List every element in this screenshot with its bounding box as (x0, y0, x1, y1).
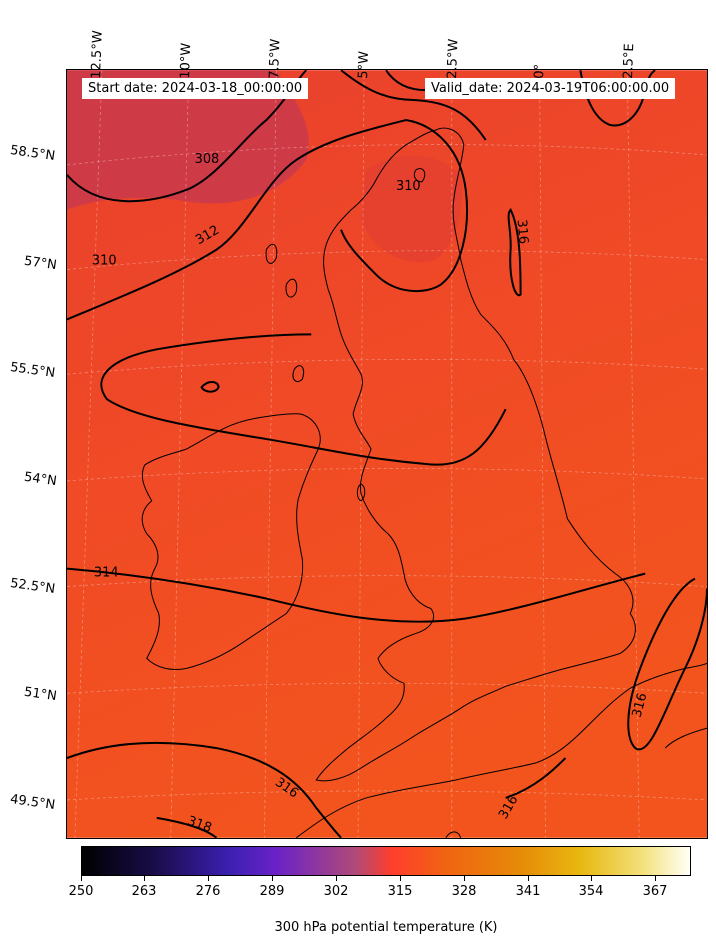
contour-label-310-west: 310 (92, 254, 117, 269)
lat-label-49-5n: 49.5°N (9, 791, 56, 814)
map-canvas: 308 310 310 312 314 316 316 316 316 318 (67, 70, 707, 838)
lat-label-51n: 51°N (23, 684, 58, 705)
colorbar-tick-label: 263 (131, 884, 157, 899)
lon-label-2-5e: 2.5°E (621, 43, 638, 79)
colorbar-tick (272, 876, 273, 881)
lon-label-0: 0° (532, 63, 548, 79)
map-panel: 308 310 310 312 314 316 316 316 316 318 (66, 69, 708, 839)
colorbar-tick-label: 276 (195, 884, 221, 899)
colorbar-tick (655, 876, 656, 881)
lon-label-12-5w: 12.5°W (89, 30, 106, 80)
colorbar-tick-label: 289 (259, 884, 285, 899)
contour-label-308: 308 (195, 152, 220, 167)
lat-label-55-5n: 55.5°N (9, 359, 56, 382)
colorbar-title: 300 hPa potential temperature (K) (274, 920, 498, 935)
colorbar-tick (208, 876, 209, 881)
colorbar-tick-label: 328 (451, 884, 477, 899)
colorbar-tick-label: 315 (387, 884, 413, 899)
lat-label-52-5n: 52.5°N (9, 575, 56, 598)
cool-region-north-sea (361, 155, 463, 263)
lat-label-54n: 54°N (23, 469, 58, 490)
colorbar-tick (591, 876, 592, 881)
start-date-label: Start date: 2024-03-18_00:00:00 (82, 78, 309, 99)
lon-label-10w: 10°W (178, 42, 195, 79)
lat-label-58-5n: 58.5°N (9, 142, 56, 165)
lon-label-2-5w: 2.5°W (445, 38, 462, 79)
colorbar-tick-label: 341 (515, 884, 541, 899)
contour-label-316-east: 316 (630, 691, 651, 719)
colorbar-tick (464, 876, 465, 881)
colorbar-tick (400, 876, 401, 881)
valid-date-label: Valid_date: 2024-03-19T06:00:00.00 (425, 78, 676, 99)
colorbar-tick (144, 876, 145, 881)
lon-label-5w: 5°W (356, 50, 372, 79)
lat-label-57n: 57°N (23, 253, 58, 274)
lon-label-7-5w: 7.5°W (267, 38, 284, 79)
colorbar (81, 846, 691, 876)
colorbar-tick-label: 302 (323, 884, 349, 899)
colorbar-tick (336, 876, 337, 881)
colorbar-tick (528, 876, 529, 881)
colorbar-tick-label: 367 (642, 884, 668, 899)
contour-label-316-north-sea: 316 (514, 219, 531, 245)
colorbar-tick-label: 250 (68, 884, 94, 899)
colorbar-tick-label: 354 (578, 884, 604, 899)
contour-label-310-north: 310 (396, 179, 421, 194)
colorbar-tick (81, 876, 82, 881)
cool-region-northwest (67, 70, 309, 210)
coastlines (141, 127, 707, 838)
contour-label-314: 314 (94, 566, 119, 581)
